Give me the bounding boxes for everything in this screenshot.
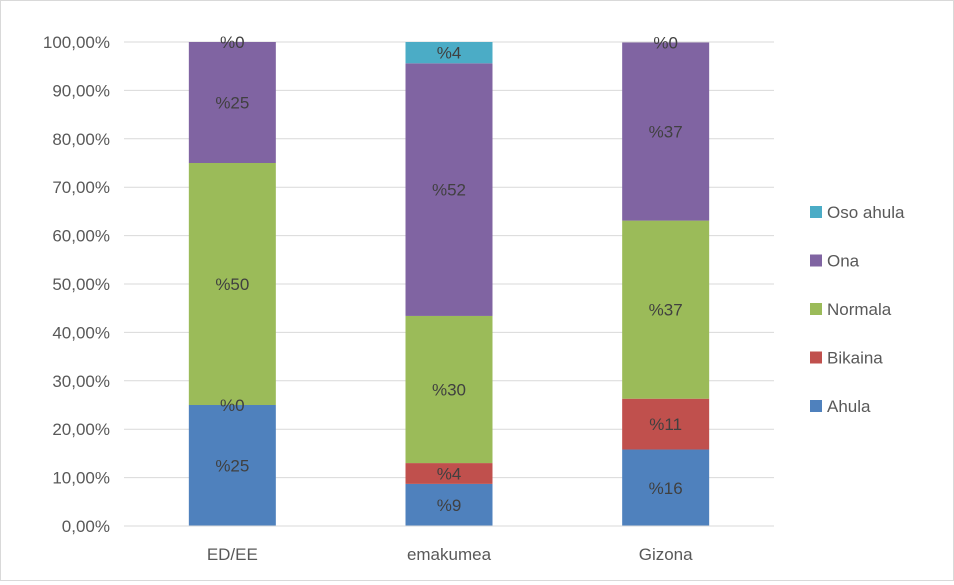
data-label: %11	[649, 415, 682, 434]
data-label: %37	[649, 123, 683, 142]
y-tick-label: 60,00%	[52, 227, 110, 246]
data-label: %4	[437, 464, 462, 483]
data-label: %4	[437, 44, 462, 63]
bar-segment	[188, 42, 276, 163]
bar-segment	[405, 315, 493, 464]
bar-segment	[622, 449, 710, 526]
x-category-label: ED/EE	[207, 545, 258, 564]
data-label: %37	[649, 301, 683, 320]
data-label: %25	[215, 94, 249, 113]
legend-swatch	[810, 400, 822, 412]
bar-segment	[405, 63, 493, 316]
bar-segment	[188, 163, 276, 405]
y-tick-label: 0,00%	[62, 517, 110, 536]
y-tick-label: 50,00%	[52, 275, 110, 294]
legend-label: Oso ahula	[827, 203, 905, 222]
y-tick-label: 70,00%	[52, 178, 110, 197]
x-category-label: Gizona	[639, 545, 693, 564]
bar-segment	[622, 42, 710, 221]
y-tick-label: 100,00%	[43, 33, 110, 52]
legend-label: Ona	[827, 252, 860, 271]
legend-label: Bikaina	[827, 349, 883, 368]
bar-segment	[405, 463, 493, 484]
bar-segment	[405, 42, 493, 64]
bar-segment	[622, 220, 710, 399]
data-label: %30	[432, 381, 466, 400]
y-tick-label: 80,00%	[52, 130, 110, 149]
legend-swatch	[810, 303, 822, 315]
data-label: %0	[220, 33, 245, 52]
y-tick-label: 10,00%	[52, 469, 110, 488]
data-label: %52	[432, 181, 466, 200]
x-category-label: emakumea	[407, 545, 492, 564]
bar-segment	[622, 398, 710, 450]
data-label: %50	[215, 275, 249, 294]
legend-swatch	[810, 206, 822, 218]
y-tick-label: 20,00%	[52, 420, 110, 439]
legend-swatch	[810, 351, 822, 364]
data-label: %0	[653, 33, 678, 52]
data-label: %9	[437, 496, 462, 515]
y-tick-label: 90,00%	[52, 81, 110, 100]
legend-swatch	[810, 254, 822, 267]
data-label: %0	[220, 396, 245, 415]
bar-segment	[188, 405, 276, 526]
data-label: %16	[649, 479, 683, 498]
bar-segment	[405, 483, 493, 526]
legend-label: Ahula	[827, 397, 871, 416]
y-tick-label: 30,00%	[52, 372, 110, 391]
data-label: %25	[215, 457, 249, 476]
y-tick-label: 40,00%	[52, 323, 110, 342]
legend-label: Normala	[827, 300, 892, 319]
